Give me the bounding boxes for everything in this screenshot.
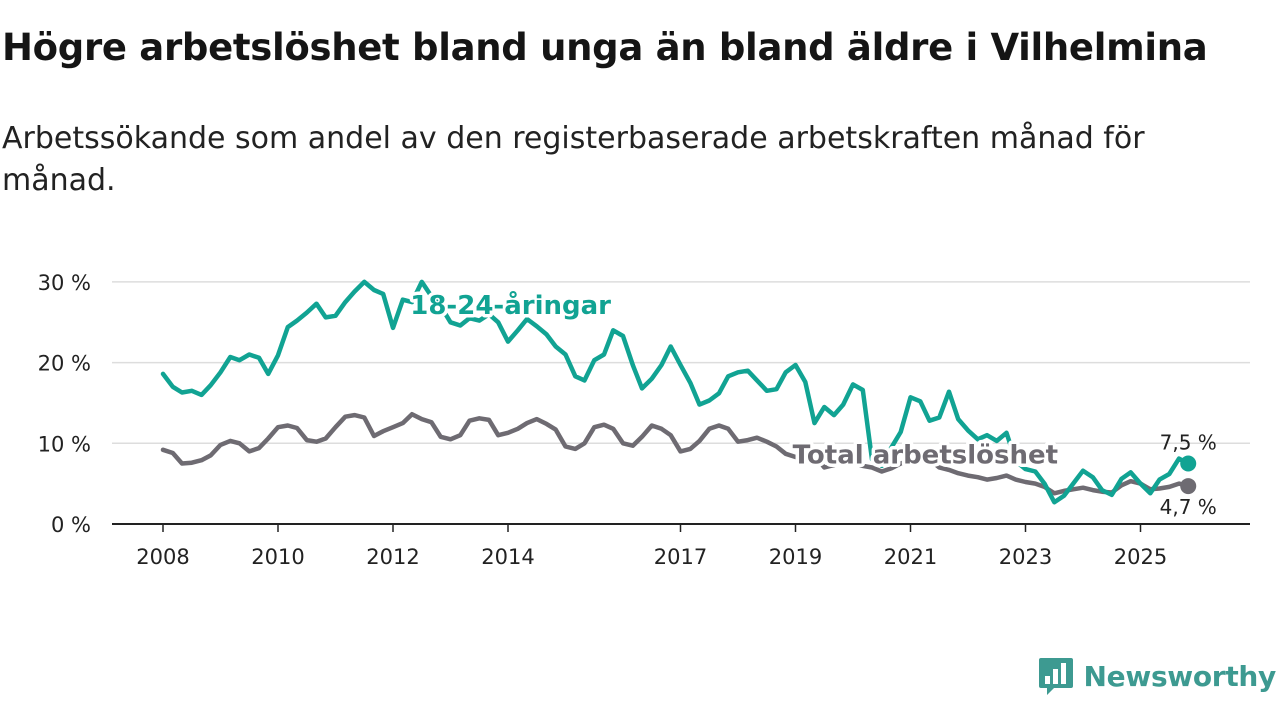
- y-tick-label: 10 %: [38, 432, 91, 456]
- total-series-label: Total arbetslöshet: [793, 440, 1058, 470]
- x-tick-label: 2025: [1114, 545, 1167, 569]
- y-tick-label: 20 %: [38, 352, 91, 376]
- line-chart: 0 % 10 % 20 % 30 % 2008 2010 2012 2014 2017 2019 2…: [38, 271, 1250, 569]
- x-tick-label: 2012: [366, 545, 419, 569]
- x-tick-label: 2014: [481, 545, 534, 569]
- brand-logo: Newsworthy: [1038, 654, 1276, 698]
- y-tick-label: 0 %: [51, 513, 91, 537]
- total-end-value-label: 4,7 %: [1160, 495, 1217, 519]
- x-tick-label: 2019: [769, 545, 822, 569]
- x-tick-label: 2010: [251, 545, 304, 569]
- y-tick-label: 30 %: [38, 271, 91, 295]
- youth-end-value-label: 7,5 %: [1160, 430, 1217, 454]
- youth-unemployment-line: [160, 279, 1191, 505]
- bar-chart-speech-bubble-icon: [1038, 658, 1073, 695]
- x-tick-label: 2008: [136, 545, 189, 569]
- chart-title: Högre arbetslöshet bland unga än bland ä…: [2, 26, 1208, 69]
- total-unemployment-line: [160, 411, 1191, 496]
- x-tick-label: 2023: [999, 545, 1052, 569]
- brand-name: Newsworthy: [1083, 659, 1277, 693]
- x-tick-label: 2021: [884, 545, 937, 569]
- total-end-marker: [1180, 478, 1197, 495]
- youth-end-marker: [1180, 455, 1197, 472]
- chart-subtitle: Arbetssökande som andel av den registerb…: [2, 121, 1145, 198]
- youth-series-label: 18-24-åringar: [410, 289, 611, 321]
- x-tick-label: 2017: [654, 545, 707, 569]
